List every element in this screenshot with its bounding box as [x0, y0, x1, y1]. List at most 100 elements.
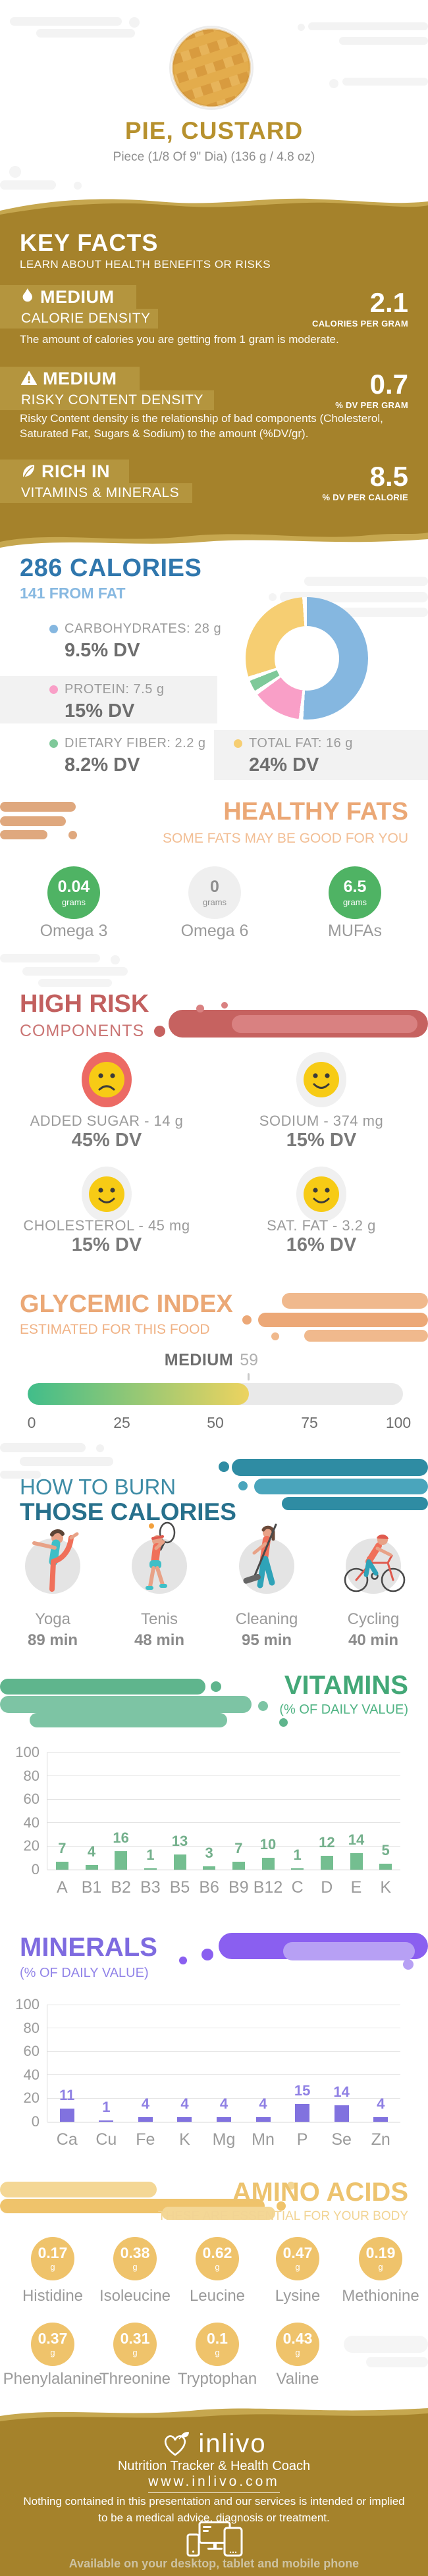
website-link[interactable]: www.inlivo.com	[148, 2474, 280, 2493]
valine-label: Valine	[276, 2370, 319, 2388]
cholesterol-dv: 15% DV	[71, 1234, 142, 1255]
tennis-label: Tenis	[140, 1610, 178, 1628]
vitamin-value-A: 7	[58, 1839, 67, 1856]
cycling-icon	[344, 1535, 406, 1592]
risky-density-name: RISKY CONTENT DENSITY	[0, 390, 214, 410]
healthy-fats-title: HEALTHY FATS	[223, 798, 408, 826]
decorative-blob	[0, 802, 76, 812]
risky-density-unit: % DV PER GRAM	[335, 400, 408, 410]
decorative-blob	[201, 1949, 213, 1960]
cleaning-minutes: 95 min	[241, 1631, 292, 1649]
risky-density-badge: MEDIUM	[0, 367, 140, 390]
glycemic-scale-25: 25	[113, 1414, 130, 1431]
vitamin-bar-E	[350, 1853, 363, 1870]
calorie-density-badge: MEDIUM	[0, 285, 136, 309]
vitamin-bar-A	[55, 1861, 68, 1870]
cycling-label: Cycling	[347, 1610, 400, 1628]
cholesterol-label: CHOLESTEROL - 45 mg	[23, 1217, 190, 1234]
vitamin-category-C: C	[291, 1878, 304, 1897]
mineral-gridline	[47, 2097, 400, 2099]
decorative-blob	[0, 816, 66, 826]
mineral-value-P: 15	[294, 2082, 311, 2099]
omega3-circle: 0.04 grams	[41, 862, 105, 919]
key-facts-subtitle: LEARN ABOUT HEALTH BENEFITS OR RISKS	[20, 258, 271, 271]
vitamin-gridline	[47, 1845, 400, 1847]
mineral-bar-K	[177, 2116, 192, 2122]
vitamins-title: VITAMINS	[284, 1671, 408, 1700]
lysine-blob: 0.47 g	[271, 2233, 325, 2280]
page-title: PIE, CUSTARD	[124, 117, 304, 144]
minerals-subtitle: (% OF DAILY VALUE)	[20, 1966, 149, 1980]
decorative-blob	[36, 29, 135, 38]
mineral-value-Se: 14	[333, 2084, 350, 2101]
cleaning-icon	[243, 1523, 277, 1589]
decorative-blob	[0, 830, 47, 839]
glycemic-bar-fill	[28, 1383, 250, 1405]
tennis-icon	[146, 1521, 176, 1590]
rich-in-name: VITAMINS & MINERALS	[0, 483, 192, 503]
carbs-dot	[49, 625, 58, 633]
isoleucine-blob: 0.38 g	[108, 2233, 163, 2280]
yoga-icon	[32, 1529, 79, 1592]
vitamin-value-D: 12	[319, 1833, 335, 1851]
amino-acids-subtitle: THESE ARE ESSENTIAL FOR YOUR BODY	[157, 2209, 408, 2223]
decorative-blob	[0, 1471, 41, 1479]
minerals-bar-chart: 0 20 40 60 80 100 11 Ca 1 Cu 4 Fe 4 K 4 Mg 4 Mn 15 P 14 Se 4 Zn	[15, 1996, 400, 2149]
sat-fat-dv: 16% DV	[286, 1234, 357, 1255]
vitamin-gridline	[47, 1752, 400, 1753]
risky-density-value: 0.7	[369, 369, 408, 400]
added-sugar-dv: 45% DV	[71, 1130, 142, 1151]
decorative-blob	[308, 22, 428, 30]
vitamin-ytick: 40	[23, 1814, 40, 1831]
threonine-blob: 0.31 g	[108, 2319, 163, 2366]
decorative-blob	[22, 967, 128, 976]
decorative-blob	[162, 2207, 275, 2220]
mineral-category-P: P	[296, 2130, 308, 2149]
rich-in-badge: RICH IN	[0, 460, 129, 483]
mineral-value-Cu: 1	[102, 2099, 111, 2116]
wave-divider	[0, 198, 428, 220]
mineral-category-Fe: Fe	[136, 2130, 155, 2149]
vitamin-value-B6: 3	[205, 1844, 213, 1861]
methionine-label: Methionine	[342, 2287, 419, 2305]
vitamin-category-B2: B2	[111, 1878, 131, 1897]
decorative-blob	[38, 979, 112, 987]
footer-section	[0, 2428, 428, 2576]
mineral-bar-Se	[334, 2105, 349, 2122]
decorative-blob	[196, 1005, 204, 1012]
tryptophan-label: Tryptophan	[177, 2370, 257, 2388]
wave-divider	[0, 525, 428, 553]
vitamins-bar-chart: 0 20 40 60 80 100 7 A 4 B1 16 B2 1 B3 13 B5 3 B6 7 B9 10 B12 1…	[15, 1744, 400, 1897]
heart-leaf-icon	[165, 2431, 190, 2456]
vitamin-ytick: 80	[23, 1767, 40, 1784]
calorie-density-name: CALORIE DENSITY	[0, 309, 158, 329]
rich-in-unit: % DV PER CALORIE	[322, 492, 408, 502]
decorative-blob	[403, 1959, 414, 1970]
disclaimer: Nothing contained in this presentation a…	[23, 2495, 405, 2524]
decorative-blob	[238, 1481, 248, 1490]
cholesterol-face	[8, 1167, 205, 1225]
pie-illustration	[171, 28, 252, 108]
mineral-category-Mg: Mg	[212, 2130, 236, 2149]
mineral-gridline	[47, 2074, 400, 2076]
vitamin-gridline	[47, 1822, 400, 1824]
calorie-density-description: The amount of calories you are getting f…	[20, 333, 339, 346]
decorative-blob	[287, 2182, 295, 2190]
decorative-blob	[339, 37, 428, 45]
vitamin-category-B6: B6	[199, 1878, 219, 1897]
calorie-density-level: MEDIUM	[40, 286, 115, 307]
decorative-blob	[0, 1696, 252, 1713]
decorative-blob	[10, 17, 122, 26]
histidine-label: Histidine	[22, 2287, 84, 2305]
mineral-category-Ca: Ca	[56, 2130, 78, 2149]
vitamin-bar-K	[379, 1864, 392, 1870]
yoga-label: Yoga	[35, 1610, 70, 1628]
sodium-face	[223, 1052, 420, 1111]
calorie-density-unit: CALORIES PER GRAM	[312, 319, 408, 329]
decorative-blob	[221, 1002, 228, 1009]
calories-from-fat: 141 FROM FAT	[20, 585, 126, 602]
devices-icon	[186, 2521, 243, 2557]
decorative-blob	[258, 1313, 428, 1327]
decorative-blob	[0, 1679, 205, 1695]
vitamin-value-B5: 13	[171, 1832, 188, 1849]
